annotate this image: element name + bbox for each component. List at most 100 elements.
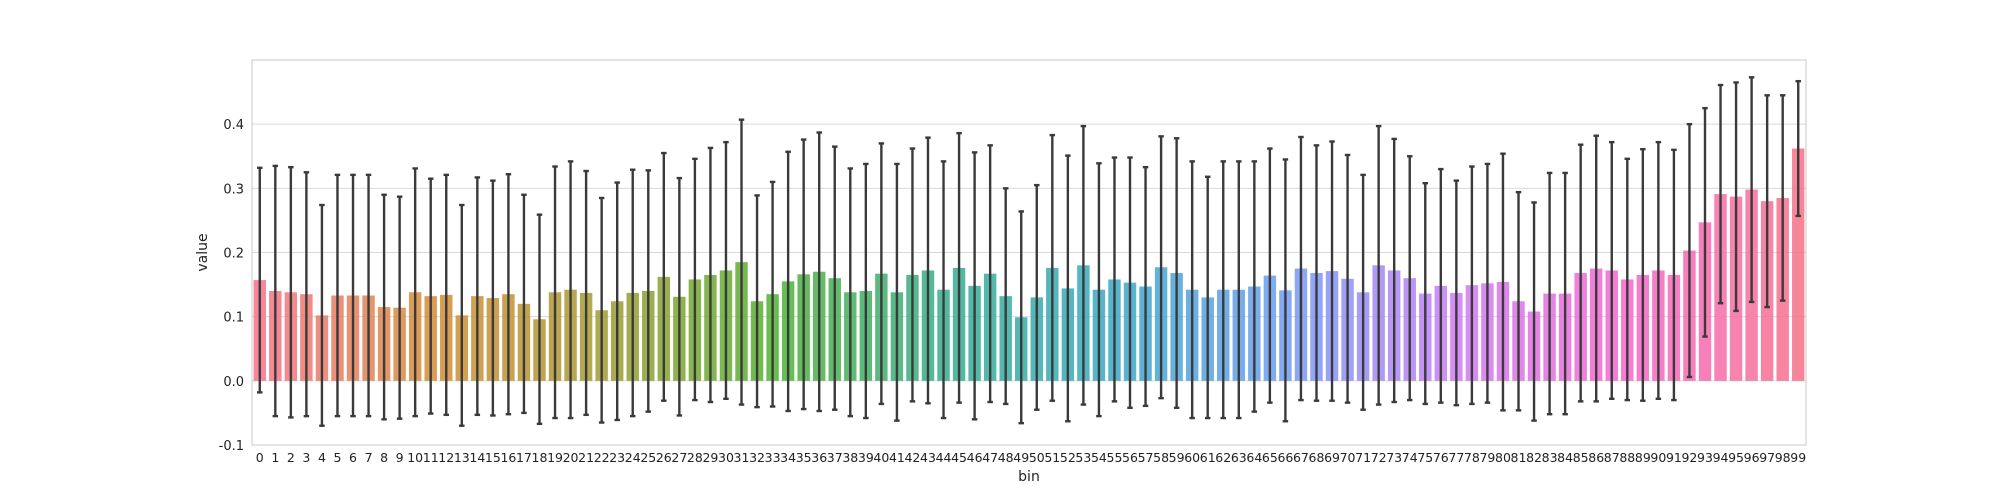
x-tick-label: 50 (1029, 450, 1045, 465)
x-tick-label: 8 (380, 450, 388, 465)
x-tick-label: 84 (1557, 450, 1573, 465)
x-tick-label: 98 (1775, 450, 1791, 465)
x-tick-label: 44 (936, 450, 952, 465)
x-tick-label: 53 (1075, 450, 1091, 465)
x-tick-label: 14 (469, 450, 485, 465)
x-tick-label: 9 (396, 450, 404, 465)
x-tick-label: 87 (1604, 450, 1620, 465)
y-tick-label: 0.3 (223, 182, 244, 197)
y-tick-label: -0.1 (219, 439, 244, 454)
x-tick-label: 4 (318, 450, 326, 465)
x-tick-label: 78 (1464, 450, 1480, 465)
x-tick-label: 28 (687, 450, 703, 465)
x-tick-label: 29 (702, 450, 718, 465)
x-tick-label: 69 (1324, 450, 1340, 465)
x-tick-label: 34 (780, 450, 796, 465)
x-tick-label: 96 (1744, 450, 1760, 465)
x-tick-label: 16 (500, 450, 516, 465)
error-layer (257, 76, 1801, 427)
y-tick-label: 0.2 (223, 247, 244, 262)
x-tick-label: 27 (671, 450, 687, 465)
x-tick-label: 57 (1138, 450, 1154, 465)
x-tick-label: 48 (998, 450, 1014, 465)
y-axis-label: value (195, 233, 211, 271)
x-tick-label: 21 (578, 450, 594, 465)
x-tick-label: 40 (873, 450, 889, 465)
x-tick-label: 11 (423, 450, 439, 465)
x-tick-label: 79 (1479, 450, 1495, 465)
bar (1792, 148, 1805, 381)
x-tick-label: 99 (1790, 450, 1806, 465)
x-tick-label: 91 (1666, 450, 1682, 465)
x-tick-label: 30 (718, 450, 734, 465)
x-axis-label: bin (1018, 469, 1040, 485)
x-tick-label: 64 (1246, 450, 1262, 465)
x-tick-label: 10 (407, 450, 423, 465)
x-tick-labels: 0 1 2 3 4 5 6 7 8 9 10 11 12 13 14 15 16 17 18 19 20 21 22 23 24… (256, 450, 1806, 465)
x-tick-label: 0 (256, 450, 264, 465)
x-tick-label: 67 (1293, 450, 1309, 465)
x-tick-label: 61 (1200, 450, 1216, 465)
x-tick-label: 72 (1371, 450, 1387, 465)
x-tick-label: 54 (1091, 450, 1107, 465)
x-tick-label: 23 (609, 450, 625, 465)
x-tick-label: 76 (1433, 450, 1449, 465)
x-tick-label: 38 (842, 450, 858, 465)
x-tick-label: 39 (858, 450, 874, 465)
y-tick-labels: -0.1 0.0 0.1 0.2 0.3 0.4 (219, 118, 244, 454)
grid-layer (252, 123, 1806, 446)
x-tick-label: 25 (640, 450, 656, 465)
x-tick-label: 45 (951, 450, 967, 465)
bar-layer (253, 148, 1805, 381)
x-tick-label: 58 (1153, 450, 1169, 465)
x-tick-label: 74 (1402, 450, 1418, 465)
x-tick-label: 71 (1355, 450, 1371, 465)
x-tick-label: 18 (532, 450, 548, 465)
x-tick-label: 95 (1728, 450, 1744, 465)
x-tick-label: 46 (967, 450, 983, 465)
x-tick-label: 13 (454, 450, 470, 465)
x-tick-label: 81 (1511, 450, 1527, 465)
x-tick-label: 83 (1542, 450, 1558, 465)
x-tick-label: 22 (594, 450, 610, 465)
x-tick-label: 37 (827, 450, 843, 465)
x-tick-label: 43 (920, 450, 936, 465)
x-tick-label: 36 (811, 450, 827, 465)
x-tick-label: 75 (1417, 450, 1433, 465)
x-tick-label: 6 (349, 450, 357, 465)
x-tick-label: 59 (1169, 450, 1185, 465)
x-tick-label: 55 (1107, 450, 1123, 465)
x-tick-label: 85 (1573, 450, 1589, 465)
x-tick-label: 80 (1495, 450, 1511, 465)
x-tick-label: 20 (563, 450, 579, 465)
x-tick-label: 94 (1713, 450, 1729, 465)
x-tick-label: 26 (656, 450, 672, 465)
x-tick-label: 77 (1448, 450, 1464, 465)
x-tick-label: 32 (749, 450, 765, 465)
x-tick-label: 5 (333, 450, 341, 465)
x-tick-label: 2 (287, 450, 295, 465)
y-tick-label: 0.4 (223, 118, 244, 133)
x-tick-label: 17 (516, 450, 532, 465)
x-tick-label: 93 (1697, 450, 1713, 465)
x-tick-label: 92 (1681, 450, 1697, 465)
x-tick-label: 52 (1060, 450, 1076, 465)
x-tick-label: 70 (1340, 450, 1356, 465)
x-tick-label: 1 (271, 450, 279, 465)
x-tick-label: 82 (1526, 450, 1542, 465)
x-tick-label: 24 (625, 450, 641, 465)
x-tick-label: 15 (485, 450, 501, 465)
x-tick-label: 42 (904, 450, 920, 465)
plot-frame (251, 59, 1807, 446)
x-tick-label: 33 (765, 450, 781, 465)
x-tick-label: 31 (734, 450, 750, 465)
x-tick-label: 49 (1013, 450, 1029, 465)
x-tick-label: 63 (1231, 450, 1247, 465)
x-tick-label: 86 (1588, 450, 1604, 465)
x-tick-label: 89 (1635, 450, 1651, 465)
x-tick-label: 51 (1044, 450, 1060, 465)
x-tick-label: 62 (1215, 450, 1231, 465)
x-tick-label: 97 (1759, 450, 1775, 465)
